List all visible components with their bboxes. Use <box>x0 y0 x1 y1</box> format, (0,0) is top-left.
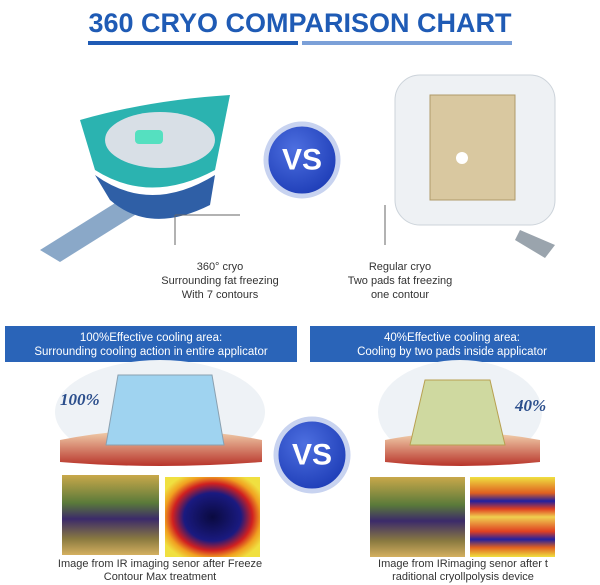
banner-text: 100%Effective cooling area: <box>80 332 222 344</box>
title-rule <box>88 41 298 45</box>
caption: 360° cryo <box>197 261 244 273</box>
caption: Regular cryo <box>369 261 431 273</box>
caption: Image from IRimaging senor after t <box>378 558 548 570</box>
vs-label: VS <box>292 439 332 472</box>
percent: 100% <box>60 390 100 409</box>
vs-badge <box>263 121 341 199</box>
caption: Surrounding fat freezing <box>161 275 278 287</box>
thermal-image <box>370 477 465 557</box>
device-regular <box>394 74 556 258</box>
banner-text: Cooling by two pads inside applicator <box>357 346 547 358</box>
banner-text: 40%Effective cooling area: <box>384 332 520 344</box>
caption: raditional cryollpolysis device <box>392 571 534 583</box>
vs-badge <box>273 416 351 494</box>
caption: Contour Max treatment <box>104 571 217 583</box>
cooling-zone <box>409 379 506 446</box>
thermal-image <box>165 477 260 557</box>
caption: one contour <box>371 289 429 301</box>
caption: With 7 contours <box>182 289 259 301</box>
thermal-image <box>470 477 555 557</box>
banner-text: Surrounding cooling action in entire app… <box>34 346 268 358</box>
cooling-zone <box>105 374 225 446</box>
title: 360 CRYO COMPARISON CHART <box>88 8 512 38</box>
title-rule <box>302 41 512 45</box>
percent: 40% <box>514 396 546 415</box>
device-360 <box>40 95 230 262</box>
vs-label: VS <box>282 144 322 177</box>
caption: Image from IR imaging senor after Freeze <box>58 558 262 570</box>
thermal-image <box>62 475 159 555</box>
caption: Two pads fat freezing <box>348 275 453 287</box>
banner <box>310 326 595 362</box>
banner <box>5 326 297 362</box>
